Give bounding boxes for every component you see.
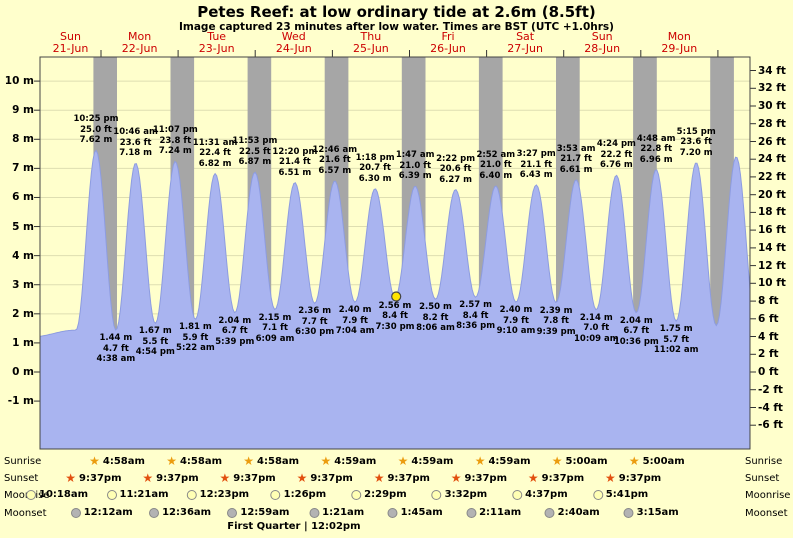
day-date: 28-Jun (584, 42, 621, 55)
day-weekday: Wed (281, 30, 306, 43)
day-weekday: Fri (441, 30, 455, 43)
day-date: 23-Jun (198, 42, 235, 55)
day-date: 21-Jun (52, 42, 89, 55)
day-label: Sun 21-Jun (53, 31, 89, 55)
day-weekday: Mon (127, 30, 152, 43)
day-weekday: Sun (591, 30, 613, 43)
day-labels-row: Sun 21-Jun Mon 22-Jun Tue 23-Jun Wed 24-Jun Thu 2… (0, 31, 793, 57)
day-date: 27-Jun (507, 42, 543, 55)
day-weekday: Sun (60, 30, 81, 43)
day-weekday: Sat (516, 30, 535, 43)
day-label: Sun 28-Jun (584, 31, 620, 55)
day-date: 26-Jun (430, 42, 466, 55)
day-label: Wed 24-Jun (276, 31, 312, 55)
day-weekday: Mon (667, 30, 691, 43)
day-date: 22-Jun (121, 42, 158, 55)
page-subtitle: Image captured 23 minutes after low wate… (179, 21, 614, 33)
axis-ticks (34, 50, 756, 426)
plot-border (39, 56, 751, 450)
day-label: Tue 23-Jun (199, 31, 235, 55)
current-tide-marker (391, 291, 402, 302)
day-label: Fri 26-Jun (430, 31, 466, 55)
day-date: 24-Jun (275, 42, 312, 55)
day-label: Mon 29-Jun (661, 31, 697, 55)
day-weekday: Thu (360, 30, 382, 43)
day-date: 29-Jun (661, 42, 698, 55)
day-date: 25-Jun (353, 42, 389, 55)
day-label: Thu 25-Jun (353, 31, 389, 55)
page-title: Petes Reef: at low ordinary tide at 2.6m… (197, 3, 596, 21)
day-weekday: Tue (207, 30, 227, 43)
moon-phase-text: First Quarter | 12:02pm (227, 521, 361, 532)
day-label: Mon 22-Jun (122, 31, 158, 55)
day-label: Sat 27-Jun (507, 31, 543, 55)
